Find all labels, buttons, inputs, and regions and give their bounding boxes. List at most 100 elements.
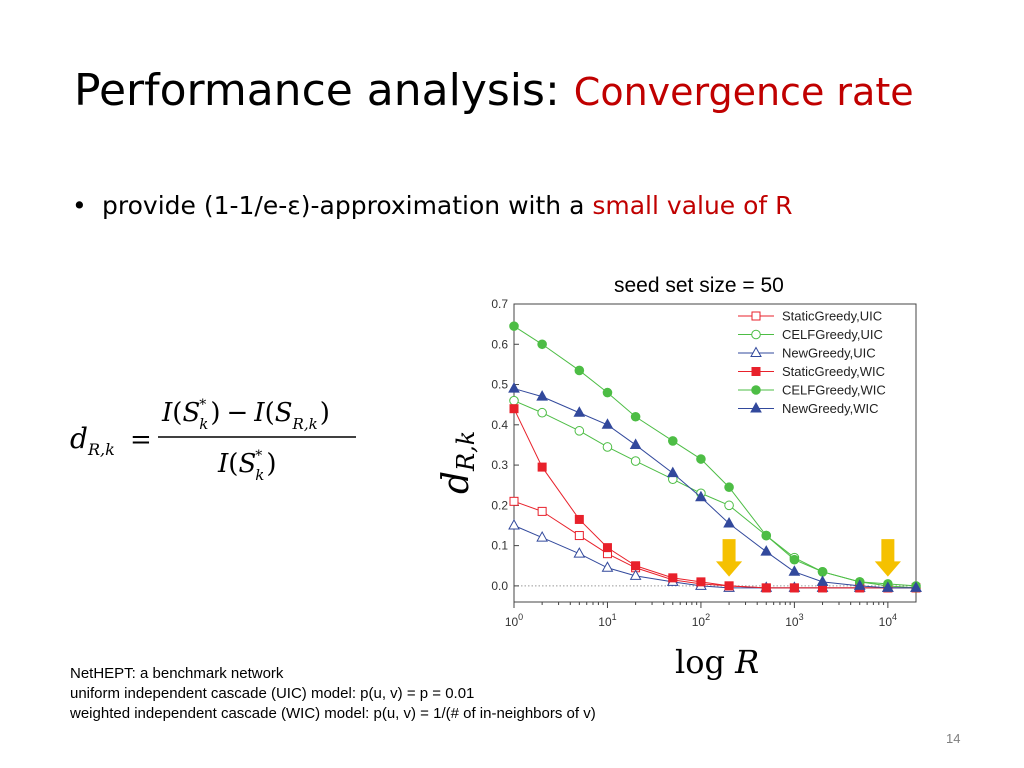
x-axis-label-prefix: log: [675, 643, 736, 681]
data-point: [631, 561, 641, 571]
chart-title: seed set size = 50: [614, 274, 784, 297]
formula-lhs: d: [70, 422, 88, 455]
data-point: [508, 382, 520, 393]
page-number: 14: [946, 731, 961, 746]
data-point: [667, 436, 678, 446]
down-arrow-icon: [715, 539, 743, 577]
series-line: [513, 325, 917, 587]
x-tick-label: 100: [505, 612, 523, 629]
legend-marker: [751, 329, 761, 340]
series-line: [513, 408, 916, 589]
y-axis-label: dR,k: [436, 431, 480, 494]
title-main: Performance analysis:: [74, 65, 574, 116]
bullet-dot-icon: •: [72, 191, 87, 220]
data-point: [816, 575, 829, 586]
data-point: [723, 516, 735, 528]
data-point: [574, 426, 585, 436]
legend-label: NewGreedy,UIC: [782, 346, 876, 361]
legend-label: StaticGreedy,UIC: [782, 309, 882, 324]
convergence-chart: dR,k 0.0 0.1 0.2 0.3 0.4 0.5 0.6 0.7 100 101 102 10…: [436, 297, 922, 629]
x-tick-label: 103: [785, 612, 803, 629]
data-point: [602, 543, 612, 553]
data-point: [853, 579, 866, 590]
data-point: [630, 456, 641, 466]
data-point: [817, 566, 828, 577]
data-point: [630, 411, 641, 422]
legend-label: StaticGreedy,WIC: [782, 364, 885, 379]
bullet-text: provide (1-1/e-ε)-approximation with a: [102, 191, 593, 220]
data-point: [760, 545, 773, 556]
legend-label: NewGreedy,WIC: [782, 401, 879, 416]
data-point: [761, 530, 772, 541]
footnote-line: weighted independent cascade (WIC) model…: [70, 705, 596, 722]
data-point: [696, 577, 706, 587]
title-accent: Convergence rate: [573, 70, 914, 114]
x-axis-label: log R: [675, 643, 759, 681]
formula-numerator: I(S* k) − I(SR,k): [161, 397, 330, 433]
x-tick-label: 101: [598, 612, 616, 629]
data-point: [910, 581, 922, 592]
y-tick-label: 0.2: [491, 498, 508, 512]
y-axis-label-sub: R,k: [452, 431, 480, 472]
series-newgreedy-wic: [508, 382, 922, 592]
data-point: [761, 583, 771, 593]
slide-title: Performance analysis: Convergence rate: [74, 65, 914, 117]
convergence-formula: d R,k = I(S* k) − I(SR,k) I(S* k): [70, 397, 356, 484]
bullet-accent-text: small value of R: [592, 191, 793, 220]
x-axis-label-var: R: [735, 643, 760, 681]
y-tick-label: 0.7: [491, 297, 508, 311]
y-tick-label: 0.6: [491, 337, 508, 351]
data-point: [536, 531, 548, 542]
data-point: [509, 321, 519, 331]
legend-marker: [751, 311, 761, 321]
data-point: [696, 454, 706, 464]
x-tick-label: 102: [692, 612, 710, 629]
data-point: [695, 490, 707, 502]
footnote-line: uniform independent cascade (UIC) model:…: [70, 685, 475, 702]
data-point: [629, 438, 642, 449]
footnotes: NetHEPT: a benchmark network uniform ind…: [70, 664, 596, 724]
data-point: [724, 581, 734, 591]
y-tick-label: 0.1: [491, 539, 508, 553]
data-point: [789, 583, 799, 593]
svg-text:dR,k: dR,k: [436, 431, 480, 494]
data-point: [724, 482, 734, 493]
down-arrow-icon: [874, 539, 901, 577]
formula-equals: =: [130, 425, 152, 455]
bullet-point: • provide (1-1/e-ε)-approximation with a …: [72, 191, 793, 220]
y-tick-label: 0.4: [491, 418, 508, 432]
legend-marker: [751, 385, 761, 395]
legend-marker: [750, 401, 762, 413]
data-point: [509, 496, 519, 506]
y-tick-label: 0.0: [491, 579, 508, 593]
x-tick-label: 104: [879, 612, 897, 629]
plot-area: 0.0 0.1 0.2 0.3 0.4 0.5 0.6 0.7 100 101 102 103 104 S…: [491, 297, 922, 629]
legend: StaticGreedy,UIC CELFGreedy,UIC NewGreedy,…: [738, 309, 886, 416]
data-point: [537, 462, 547, 472]
legend-marker: [751, 367, 761, 376]
legend-marker: [750, 346, 762, 357]
data-point: [602, 387, 613, 398]
data-point: [509, 395, 519, 406]
data-point: [508, 518, 520, 530]
data-point: [574, 365, 585, 376]
data-point: [537, 506, 547, 516]
data-point: [537, 407, 547, 418]
data-point: [573, 406, 586, 417]
data-point: [882, 581, 894, 592]
data-point: [574, 514, 584, 524]
legend-label: CELFGreedy,UIC: [782, 327, 883, 342]
formula-lhs-sub: R,k: [87, 440, 115, 459]
footnote-line: NetHEPT: a benchmark network: [70, 665, 284, 682]
data-point: [574, 531, 584, 541]
data-point: [537, 339, 547, 350]
legend-label: CELFGreedy,WIC: [782, 383, 886, 398]
y-tick-label: 0.3: [491, 458, 508, 472]
y-tick-label: 0.5: [491, 378, 508, 392]
data-point: [789, 554, 800, 565]
data-point: [573, 547, 586, 558]
data-point: [666, 466, 679, 478]
data-point: [668, 573, 678, 583]
data-point: [509, 404, 519, 414]
formula-denominator: I(S* k): [217, 448, 277, 484]
